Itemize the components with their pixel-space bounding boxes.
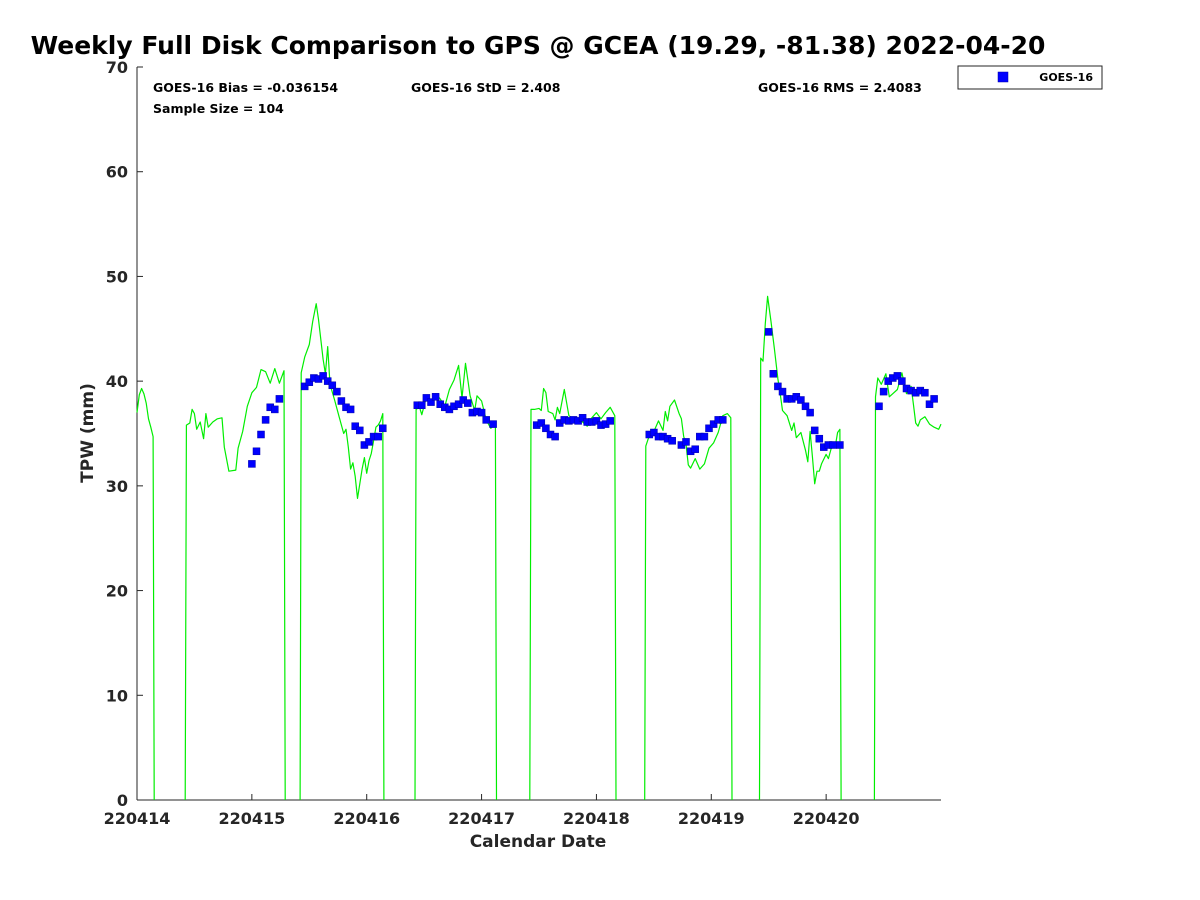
- goes16-data-point: [650, 428, 658, 437]
- x-tick-label: 220415: [218, 809, 285, 828]
- goes16-data-point: [829, 441, 837, 449]
- goes16-data-point: [875, 402, 883, 411]
- goes16-data-point: [333, 387, 341, 396]
- goes16-data-point: [374, 432, 382, 441]
- goes16-data-point: [774, 382, 782, 391]
- goes16-data-point: [705, 424, 713, 433]
- x-tick-label: 220418: [563, 809, 630, 828]
- goes16-data-point: [930, 395, 938, 403]
- bias-stat: GOES-16 Bias = -0.036154: [153, 80, 338, 95]
- chart-title: Weekly Full Disk Comparison to GPS @ GCE…: [31, 31, 1046, 60]
- x-tick-label: 220417: [448, 809, 515, 828]
- y-axis-label: TPW (mm): [78, 383, 98, 483]
- goes16-data-point: [356, 426, 364, 435]
- goes16-data-point: [810, 426, 819, 435]
- goes16-data-point: [477, 408, 486, 417]
- gps-line-segment: [136, 387, 155, 801]
- y-tick-label: 0: [117, 791, 128, 810]
- goes16-data-point: [305, 378, 314, 386]
- goes16-data-point: [801, 402, 810, 411]
- goes16-data-point: [427, 398, 435, 406]
- goes16-data-point: [454, 400, 463, 408]
- goes16-data-point: [551, 432, 559, 441]
- goes16-data-point: [893, 372, 902, 380]
- goes16-data-point: [482, 416, 490, 424]
- goes16-data-point: [328, 381, 337, 390]
- goes16-data-point: [542, 424, 550, 433]
- goes16-data-point: [778, 387, 787, 396]
- x-tick-label: 220416: [333, 809, 400, 828]
- goes16-data-point: [709, 420, 718, 428]
- goes16-data-point: [769, 370, 778, 378]
- x-axis-label: Calendar Date: [470, 832, 607, 852]
- goes16-data-point: [422, 394, 431, 402]
- goes16-data-point: [275, 395, 284, 403]
- goes16-data-point: [418, 401, 426, 409]
- goes16-data-point: [592, 417, 601, 425]
- goes16-data-point: [351, 422, 359, 430]
- std-stat: GOES-16 StD = 2.408: [411, 80, 560, 95]
- goes16-data-point: [806, 408, 814, 417]
- goes16-data-point: [337, 397, 346, 405]
- gps-line-segment: [529, 387, 617, 801]
- y-tick-label: 10: [106, 686, 128, 705]
- goes16-data-point: [489, 420, 497, 428]
- goes16-data-point: [346, 405, 355, 414]
- y-tick-label: 30: [106, 477, 128, 496]
- goes16-data-point: [700, 432, 709, 441]
- sample-size-stat: Sample Size = 104: [153, 101, 284, 116]
- goes16-data-point: [261, 416, 270, 424]
- goes16-data-point: [691, 445, 699, 453]
- plot-area: [136, 67, 941, 801]
- y-tick-label: 50: [106, 267, 128, 286]
- y-tick-label: 40: [106, 372, 128, 391]
- gps-line-segment: [299, 303, 385, 801]
- goes16-data-point: [797, 396, 805, 404]
- goes16-data-point: [815, 434, 824, 443]
- goes16-data-point: [248, 460, 256, 468]
- goes16-data-point: [323, 377, 332, 385]
- goes16-data-point: [365, 438, 373, 446]
- y-tick-label: 70: [106, 58, 128, 77]
- gps-line-segment: [184, 368, 286, 801]
- y-axis-ticks: 0 10 20 30 40 50 60 70: [106, 58, 143, 810]
- goes16-data-point: [271, 405, 279, 414]
- x-tick-label: 220420: [793, 809, 860, 828]
- legend-label-goes16: GOES-16: [1039, 71, 1093, 84]
- goes16-data-point: [537, 419, 546, 427]
- goes16-data-point: [252, 447, 261, 456]
- rms-stat: GOES-16 RMS = 2.4083: [758, 80, 922, 95]
- goes16-data-point: [379, 424, 387, 433]
- legend-box: [957, 65, 1103, 90]
- goes16-data-point: [257, 430, 265, 439]
- goes16-data-point: [682, 438, 690, 446]
- x-axis-ticks: 220414 220415 220416 220417 220418 220419 2204…: [104, 794, 860, 828]
- goes16-data-point: [578, 414, 587, 422]
- goes16-data-point: [925, 400, 934, 408]
- goes16-data-point: [431, 393, 440, 401]
- goes16-data-point: [898, 377, 906, 385]
- goes16-data-point: [319, 372, 327, 380]
- y-tick-label: 20: [106, 582, 128, 601]
- goes16-data-point: [719, 416, 727, 424]
- goes16-marker-series: [248, 328, 938, 468]
- legend: GOES-16: [957, 65, 1103, 90]
- y-tick-label: 60: [106, 163, 128, 182]
- goes16-data-point: [921, 388, 929, 397]
- goes16-data-point: [464, 399, 472, 407]
- goes16-data-point: [879, 387, 888, 396]
- goes16-data-point: [668, 437, 676, 445]
- goes16-data-point: [606, 417, 614, 425]
- legend-marker-icon: [997, 71, 1009, 83]
- x-tick-label: 220414: [104, 809, 171, 828]
- goes16-data-point: [300, 382, 309, 391]
- x-tick-label: 220419: [678, 809, 745, 828]
- gps-line-segment: [758, 295, 842, 801]
- goes16-data-point: [836, 441, 844, 449]
- goes16-data-point: [764, 328, 773, 336]
